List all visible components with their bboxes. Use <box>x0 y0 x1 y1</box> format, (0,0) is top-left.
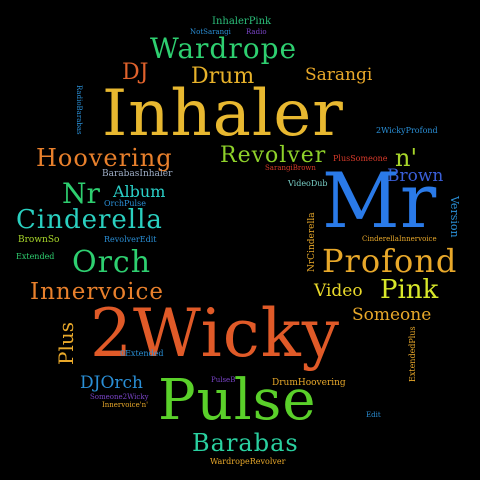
word-innervoice-n: Innervoice'n' <box>102 401 149 409</box>
word-pink: Pink <box>380 275 439 305</box>
word-radiobarabas: RadioBarabas <box>75 85 83 135</box>
word-revolver: Revolver <box>220 143 327 168</box>
word-2wicky: 2Wicky <box>90 295 341 372</box>
word-wardroperevolver: WardropeRevolver <box>210 457 286 466</box>
word-plussomeone: PlusSomeone <box>333 154 388 163</box>
word-someone2wicky: Someone2Wicky <box>90 393 149 401</box>
word-drum: Drum <box>191 64 255 89</box>
word-cinderella: Cinderella <box>16 205 163 235</box>
word-inhalerpink: InhalerPink <box>212 16 272 27</box>
word-version: Version <box>448 196 461 238</box>
word-notsarangi: NotSarangi <box>190 28 231 36</box>
word-djorch: DJOrch <box>80 373 143 393</box>
word-someone: Someone <box>352 305 432 325</box>
word-profond: Profond <box>322 242 458 280</box>
word-album: Album <box>113 182 166 201</box>
word-video: Video <box>314 281 363 301</box>
word-pulseb: PulseB <box>211 376 236 384</box>
word-drumhoovering: DrumHoovering <box>272 378 346 388</box>
word-mr: Mr <box>322 156 437 245</box>
word-sarangi: Sarangi <box>305 65 373 85</box>
word-n-apos: n' <box>395 144 418 172</box>
word-brownso: BrownSo <box>18 235 60 245</box>
word-pulse: Pulse <box>158 368 317 433</box>
word-plus: Plus <box>54 322 78 365</box>
word-revolveredit: RevolverEdit <box>104 235 157 244</box>
word-barabasinhaler: BarabasInhaler <box>102 169 173 179</box>
word-dj: DJ <box>122 60 149 85</box>
word-0extended: 0Extended <box>120 349 164 358</box>
word-radio: Radio <box>246 28 267 36</box>
word-edit: Edit <box>366 411 381 419</box>
word-sarangibrown: SarangiBrown <box>265 164 316 172</box>
word-inhaler: Inhaler <box>102 77 344 151</box>
word-videodub: VideoDub <box>288 179 328 188</box>
word-brown: Brown <box>387 166 444 186</box>
word-orch: Orch <box>72 245 152 280</box>
word-innervoice: Innervoice <box>30 279 165 305</box>
word-hoovering: Hoovering <box>36 144 173 172</box>
word-wardrope: Wardrope <box>150 32 298 65</box>
word-extended: Extended <box>16 252 55 261</box>
word-2wickyprofond: 2WickyProfond <box>376 126 438 135</box>
word-orchpulse: OrchPulse <box>104 199 146 208</box>
word-extendedplus: ExtendedPlus <box>408 326 417 382</box>
word-barabas: Barabas <box>192 429 299 457</box>
word-nr: Nr <box>62 177 100 210</box>
word-cinderellainnervoice: CinderellaInnervoice <box>362 235 437 243</box>
word-nrcinderella: NrCinderella <box>307 212 317 272</box>
